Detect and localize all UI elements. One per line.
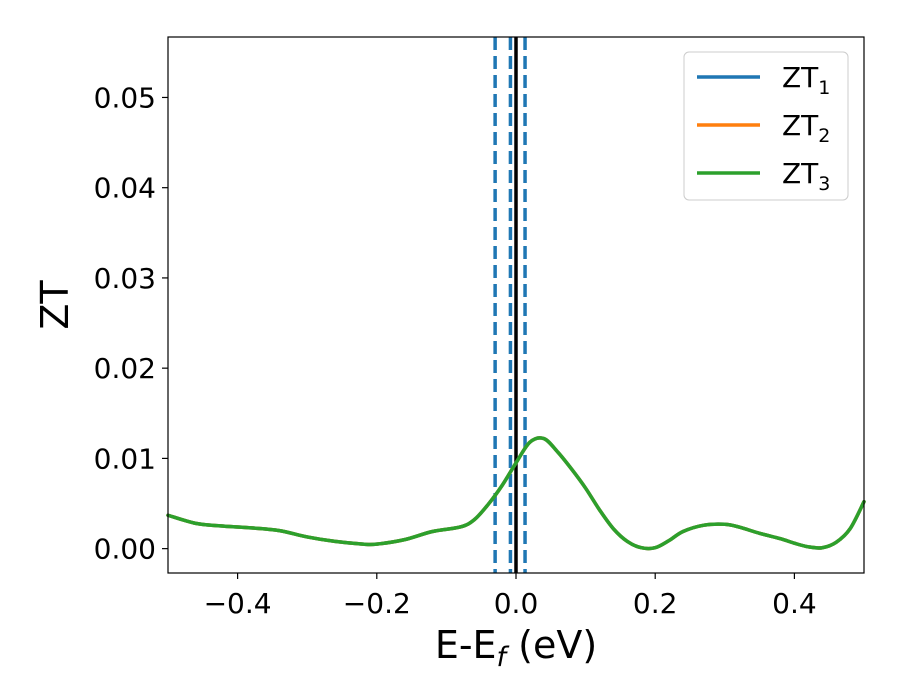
x-tick-label: 0.0 — [494, 587, 539, 620]
x-tick-label: 0.4 — [772, 587, 817, 620]
legend-label-zt2: ZT2 — [782, 109, 830, 147]
y-tick-label: 0.05 — [94, 81, 156, 114]
y-axis-label: ZT — [33, 280, 77, 330]
series-lines — [166, 436, 866, 551]
y-tick-label: 0.01 — [94, 442, 156, 475]
series-line-zt3 — [166, 436, 866, 551]
y-axis-ticks: 0.00 0.01 0.02 0.03 0.04 0.05 — [94, 81, 168, 566]
x-tick-label: −0.4 — [204, 587, 272, 620]
y-tick-label: 0.04 — [94, 172, 156, 205]
x-axis-ticks: −0.4 −0.2 0.0 0.2 0.4 — [204, 573, 817, 620]
x-tick-label: −0.2 — [343, 587, 411, 620]
legend-label-zt3: ZT3 — [782, 157, 830, 195]
y-tick-label: 0.00 — [94, 533, 156, 566]
y-tick-label: 0.02 — [94, 352, 156, 385]
legend-box — [683, 51, 849, 201]
reference-lines — [493, 37, 527, 573]
y-tick-label: 0.03 — [94, 262, 156, 295]
x-axis-label: E-Ef (eV) — [435, 623, 597, 673]
legend: ZT1 ZT2 ZT3 — [683, 51, 849, 201]
legend-label-zt1: ZT1 — [782, 61, 830, 99]
x-tick-label: 0.2 — [633, 587, 678, 620]
